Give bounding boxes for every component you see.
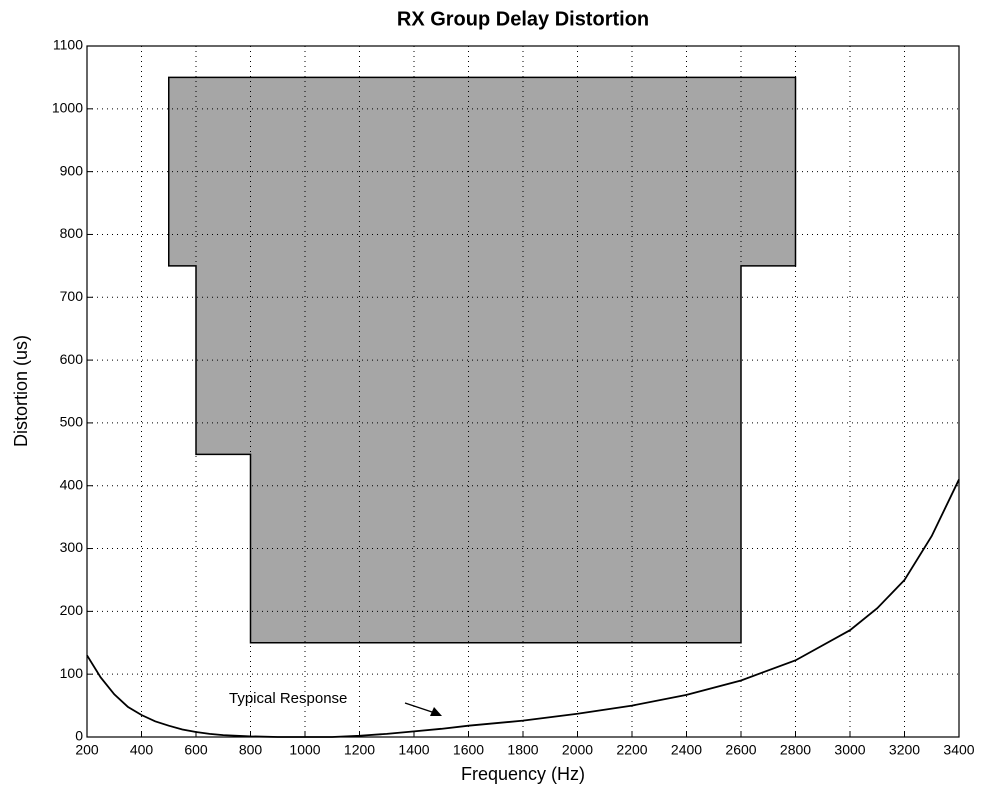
- x-axis-label: Frequency (Hz): [461, 764, 585, 784]
- x-tick-label: 2000: [562, 742, 593, 758]
- x-tick-label: 400: [130, 742, 154, 758]
- x-tick-label: 2800: [780, 742, 811, 758]
- x-tick-label: 2200: [616, 742, 647, 758]
- x-tick-label: 200: [75, 742, 99, 758]
- y-tick-label: 500: [60, 414, 84, 430]
- y-axis-label: Distortion (us): [11, 335, 31, 447]
- y-tick-label: 1000: [52, 100, 83, 116]
- y-tick-label: 600: [60, 351, 84, 367]
- y-tick-label: 900: [60, 162, 84, 178]
- chart-title: RX Group Delay Distortion: [397, 8, 649, 30]
- y-tick-label: 1100: [53, 37, 83, 53]
- x-tick-label: 1400: [398, 742, 429, 758]
- y-tick-label: 800: [60, 225, 84, 241]
- x-tick-label: 600: [184, 742, 208, 758]
- annotation-arrowhead: [430, 707, 442, 716]
- x-tick-label: 800: [239, 742, 263, 758]
- plot-frame: [86, 45, 960, 738]
- response-line: [86, 479, 960, 738]
- y-tick-label: 200: [60, 602, 84, 618]
- y-tick-label: 300: [60, 539, 84, 555]
- x-tick-label: 3000: [834, 742, 865, 758]
- x-tick-label: 1200: [344, 742, 375, 758]
- x-tick-label: 1800: [507, 742, 538, 758]
- x-tick-label: 3400: [943, 742, 974, 758]
- annotation: Typical Response: [229, 690, 347, 707]
- x-tick-label: 2600: [725, 742, 756, 758]
- x-tick-label: 2400: [671, 742, 702, 758]
- y-tick-label: 700: [60, 288, 84, 304]
- x-tick-label: 1600: [453, 742, 484, 758]
- y-tick-label: 0: [75, 728, 83, 744]
- y-tick-label: 100: [60, 665, 84, 681]
- x-tick-label: 3200: [889, 742, 920, 758]
- y-tick-label: 400: [60, 476, 84, 492]
- x-tick-label: 1000: [289, 742, 320, 758]
